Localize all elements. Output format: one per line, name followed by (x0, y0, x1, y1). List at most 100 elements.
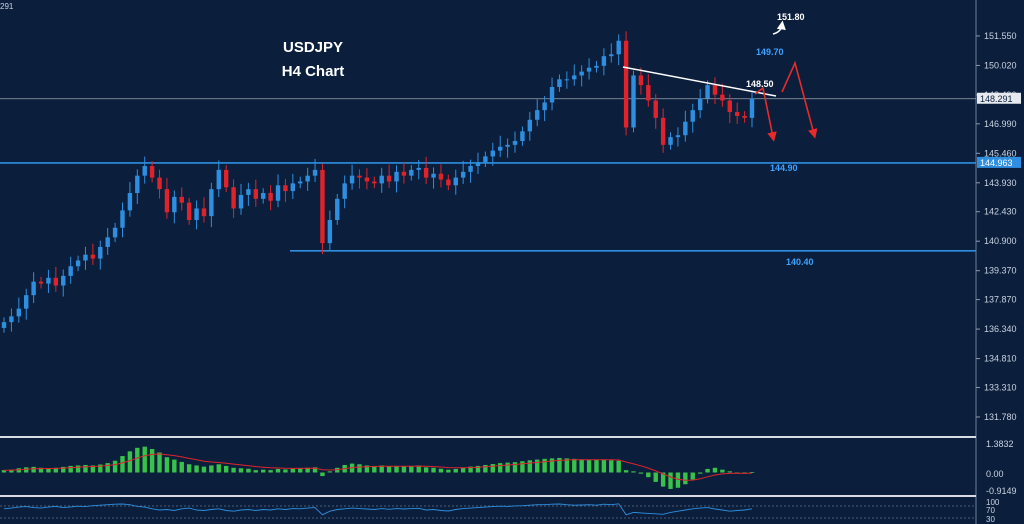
macd-bar (216, 464, 221, 473)
candle-body (290, 183, 296, 192)
candle-body (31, 281, 36, 296)
candle-body (416, 167, 421, 170)
bullish-arrow (772, 20, 786, 35)
candle-body (105, 237, 110, 247)
macd-bar (127, 451, 133, 473)
macd-bar (727, 471, 732, 473)
candle-body (53, 277, 59, 286)
price-tick-label: 146.990 (984, 119, 1017, 129)
macd-bar (312, 467, 318, 473)
target-label-151-80: 151.80 (777, 12, 805, 22)
macd-bar (668, 472, 673, 489)
candle-body (712, 85, 718, 95)
candle-body (586, 67, 592, 72)
candle-body (216, 169, 221, 190)
candle-body (705, 85, 710, 99)
macd-bar (475, 465, 481, 473)
candle-body (201, 208, 207, 217)
candle-body (120, 210, 125, 228)
macd-bar (31, 466, 36, 473)
macd-bar (542, 458, 547, 473)
candle-body (683, 121, 688, 136)
candle-body (446, 179, 451, 186)
macd-bar (409, 465, 414, 473)
top-left-price-label: 291 (0, 2, 14, 11)
macd-bar (579, 459, 584, 473)
candle-body (438, 173, 444, 180)
candle-body (660, 117, 666, 145)
candle-body (468, 166, 473, 172)
candle-body (749, 98, 755, 118)
macd-bar (305, 467, 310, 473)
price-tick-label: 136.340 (984, 324, 1017, 334)
candle-body (557, 79, 562, 88)
macd-bar (705, 468, 710, 473)
candle-body (327, 220, 333, 244)
macd-bar (16, 468, 22, 473)
macd-bar (557, 457, 562, 473)
macd-bar (83, 464, 88, 473)
macd-bar (142, 446, 147, 473)
macd-tick-min: -0.9149 (986, 486, 1017, 496)
candle-body (231, 187, 236, 209)
candle-body (46, 277, 51, 284)
rsi-tick-100: 100 (986, 498, 1000, 507)
candle-body (742, 115, 747, 118)
candle-body (9, 316, 14, 323)
macd-bar (609, 460, 614, 473)
current-price-label: 148.291 (980, 94, 1013, 104)
descending-trendline (622, 66, 777, 97)
macd-bar (172, 459, 177, 473)
macd-bar (683, 472, 688, 485)
macd-bar (209, 465, 214, 473)
price-axis-panel (976, 0, 1024, 524)
target-label-149-70: 149.70 (756, 47, 784, 57)
macd-bar (135, 447, 140, 473)
macd-bar (675, 472, 681, 488)
support-price-tag (977, 156, 1021, 168)
candle-body (431, 173, 436, 178)
macd-bar (179, 461, 184, 473)
macd-bar (194, 465, 199, 473)
candle-body (572, 75, 577, 80)
macd-signal-line (3, 453, 753, 481)
macd-bar (401, 466, 407, 473)
price-tick-label: 150.020 (984, 60, 1017, 70)
candle-body (579, 71, 584, 76)
candle-body (142, 166, 147, 176)
macd-bar (357, 464, 362, 473)
macd-bar (327, 471, 333, 473)
candle-body (379, 175, 384, 184)
macd-bar (660, 472, 666, 487)
chart-title: USDJPY (283, 39, 343, 56)
macd-bar (105, 463, 110, 473)
candle-body (564, 79, 570, 81)
candle-body (357, 175, 362, 178)
candle-body (720, 94, 725, 101)
macd-bar (90, 465, 96, 473)
candle-body (38, 281, 44, 284)
macd-bar (1, 470, 7, 473)
candle-body (157, 177, 162, 190)
macd-tick-max: 1.3832 (986, 439, 1014, 449)
candle-body (401, 171, 407, 176)
candle-body (527, 119, 533, 132)
macd-bar (572, 458, 577, 473)
candle-body (409, 169, 414, 176)
rsi-tick-30: 30 (986, 515, 995, 524)
candle-body (246, 189, 251, 195)
macd-bar (423, 467, 429, 473)
candle-body (127, 193, 133, 211)
macd-bar (24, 467, 29, 473)
candle-body (638, 75, 644, 86)
candle-body (386, 175, 392, 182)
macd-bar (653, 472, 658, 482)
bearish-arrow-near (754, 86, 777, 142)
macd-bar (483, 464, 488, 473)
candle-body (497, 146, 503, 151)
macd-bar (616, 460, 621, 473)
price-tick-label: 145.460 (984, 148, 1017, 158)
candle-body (623, 40, 629, 128)
macd-bar (238, 468, 244, 473)
